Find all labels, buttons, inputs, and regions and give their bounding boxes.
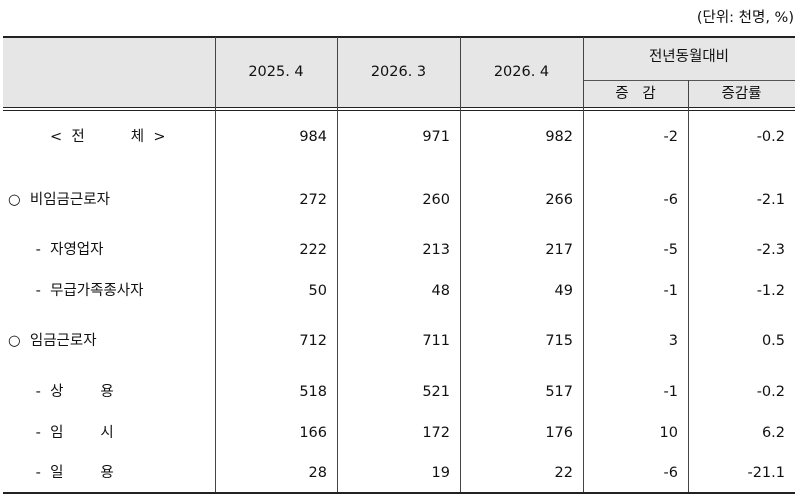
- cell-value: 712: [299, 333, 327, 349]
- column-divider: [337, 37, 338, 492]
- top-border: [3, 36, 795, 38]
- cell-value: 971: [422, 129, 450, 145]
- cell-value: -1: [663, 384, 678, 400]
- cell-value: 260: [422, 192, 450, 208]
- cell-value: 984: [299, 129, 327, 145]
- cell-value: 217: [545, 242, 573, 258]
- header-bottom-border: [3, 110, 795, 111]
- cell-value: -6: [663, 465, 678, 481]
- cell-value: -21.1: [747, 465, 785, 481]
- row-label: - 임 시: [8, 425, 114, 441]
- cell-value: -2: [663, 129, 678, 145]
- row-label: - 일 용: [8, 465, 114, 481]
- column-divider: [460, 37, 461, 492]
- cell-value: 272: [299, 192, 327, 208]
- cell-value: -5: [663, 242, 678, 258]
- cell-value: 166: [299, 425, 327, 441]
- header-background: [3, 37, 795, 108]
- cell-value: 28: [308, 465, 327, 481]
- cell-value: 19: [431, 465, 450, 481]
- row-label: ○ 임금근로자: [8, 333, 97, 349]
- header-divider: [583, 80, 795, 81]
- cell-value: -1.2: [756, 283, 785, 299]
- cell-value: 22: [554, 465, 573, 481]
- sub-header: 증 감: [615, 86, 656, 102]
- bottom-border: [3, 492, 795, 494]
- cell-value: 6.2: [761, 425, 785, 441]
- cell-value: -1: [663, 283, 678, 299]
- cell-value: 50: [308, 283, 327, 299]
- cell-value: 176: [545, 425, 573, 441]
- column-divider: [688, 80, 689, 492]
- header-bottom-border: [3, 107, 795, 108]
- row-label: < 전 체 >: [50, 129, 166, 145]
- cell-value: 172: [422, 425, 450, 441]
- cell-value: -0.2: [756, 384, 785, 400]
- column-divider: [215, 37, 216, 492]
- cell-value: 982: [545, 129, 573, 145]
- row-label: - 상 용: [8, 384, 114, 400]
- column-header: 2026. 4: [493, 64, 550, 80]
- column-divider: [583, 37, 584, 492]
- cell-value: -2.1: [756, 192, 785, 208]
- cell-value: 711: [422, 333, 450, 349]
- cell-value: 49: [554, 283, 573, 299]
- cell-value: 10: [659, 425, 678, 441]
- group-header: 전년동월대비: [648, 49, 730, 65]
- cell-value: -0.2: [756, 129, 785, 145]
- row-label: - 자영업자: [8, 242, 104, 258]
- row-label: ○ 비임금근로자: [8, 192, 110, 208]
- cell-value: 48: [431, 283, 450, 299]
- cell-value: 521: [422, 384, 450, 400]
- cell-value: 715: [545, 333, 573, 349]
- cell-value: -6: [663, 192, 678, 208]
- cell-value: 0.5: [761, 333, 785, 349]
- column-header: 2025. 4: [248, 64, 304, 80]
- cell-value: 222: [299, 242, 327, 258]
- cell-value: -2.3: [756, 242, 785, 258]
- cell-value: 213: [422, 242, 450, 258]
- cell-value: 266: [545, 192, 573, 208]
- cell-value: 3: [668, 333, 678, 349]
- cell-value: 517: [545, 384, 573, 400]
- column-header: 2026. 3: [370, 64, 427, 80]
- unit-note: (단위: 천명, %): [696, 10, 794, 26]
- cell-value: 518: [299, 384, 327, 400]
- sub-header: 증감률: [721, 86, 762, 102]
- row-label: - 무급가족종사자: [8, 283, 144, 299]
